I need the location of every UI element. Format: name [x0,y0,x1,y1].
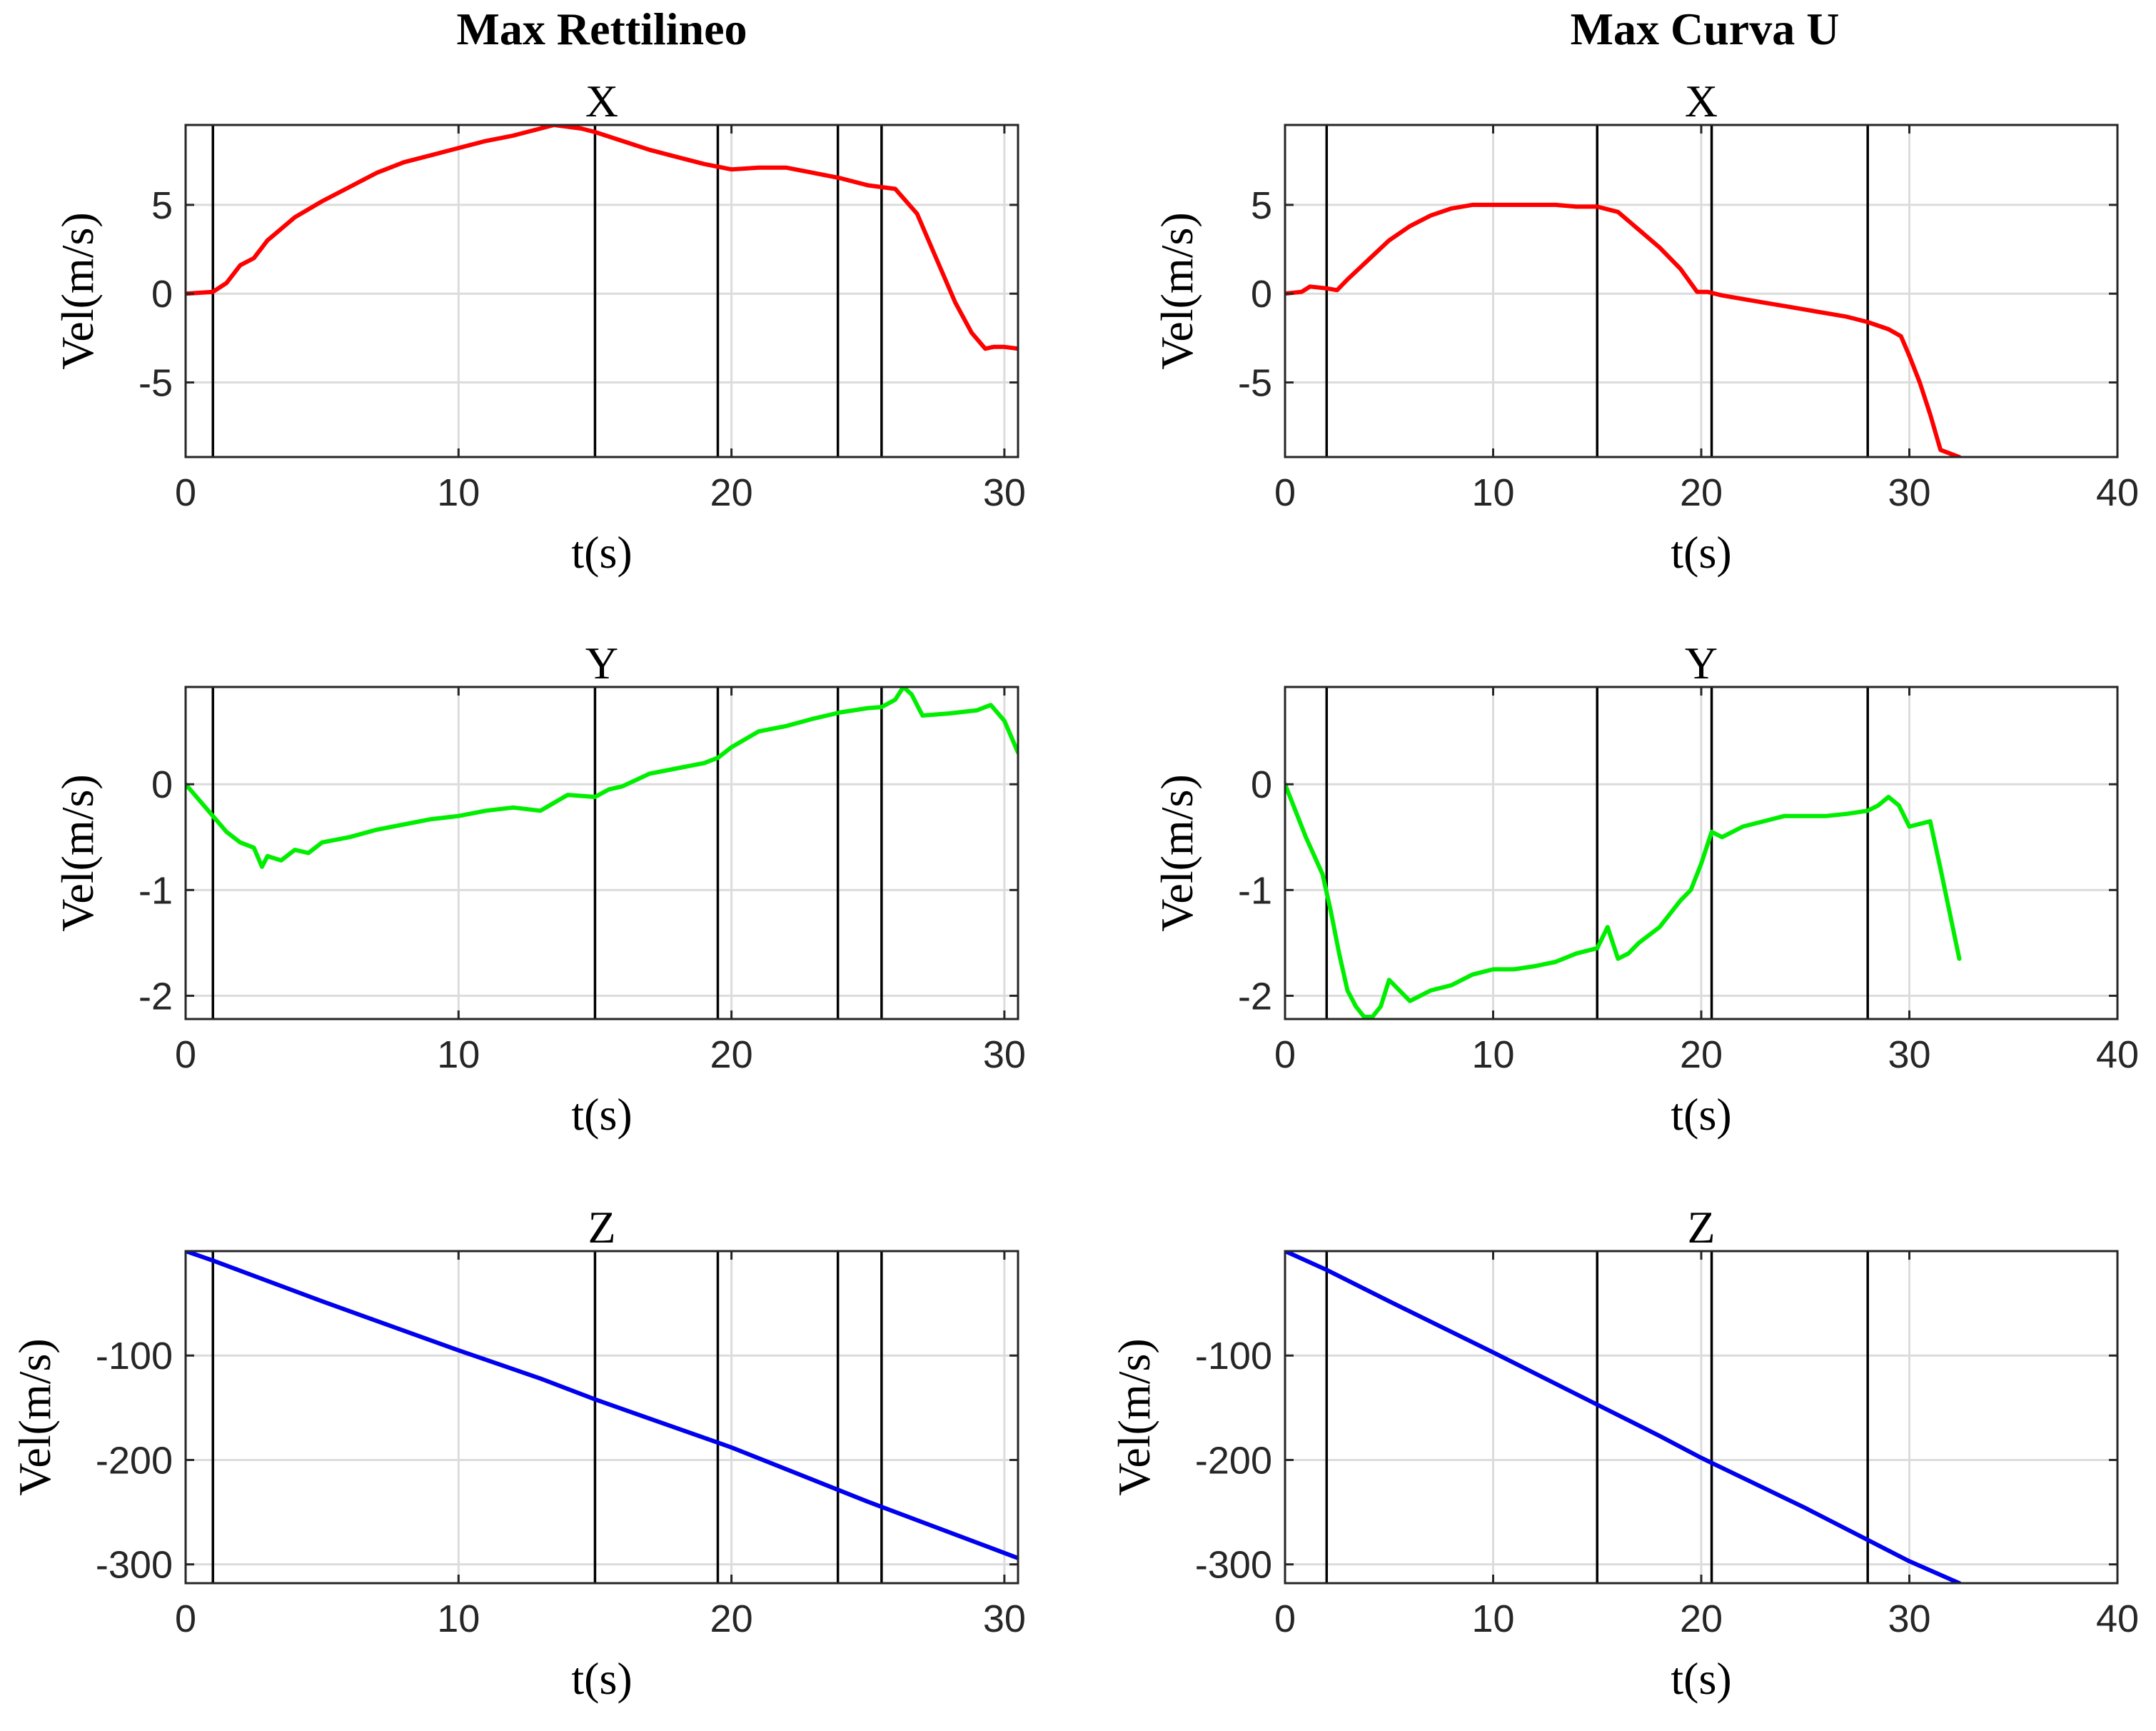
x-tick-label: 0 [1274,1033,1296,1076]
x-tick-label: 10 [1471,1033,1514,1076]
x-tick-label: 30 [1888,1033,1930,1076]
subplot-1-2: 0 10 20 30 40 -5 0 5 Xt(s) Vel(m/s) [1152,76,2139,578]
y-tick-label: -5 [138,362,173,405]
x-tick-label: 20 [1680,1597,1723,1640]
subplot-title: X [585,76,618,126]
y-tick-label: 0 [1251,763,1272,806]
y-tick-label: 0 [151,763,173,806]
x-axis-label: t(s) [1671,527,1731,578]
x-axis-label: t(s) [571,527,632,578]
x-tick-label: 0 [1274,471,1296,514]
column-title-right: Max Curva U [1571,4,1840,54]
x-axis-label: t(s) [1671,1089,1731,1140]
y-axis-label: Vel(m/s) [9,1338,60,1495]
y-tick-label: 5 [151,184,173,227]
y-tick-label: -100 [96,1335,173,1378]
subplot-title: X [1685,76,1718,126]
y-axis-label: Vel(m/s) [52,212,103,369]
y-tick-label: -1 [138,869,173,912]
x-tick-label: 30 [983,471,1026,514]
y-tick-label: -5 [1238,362,1272,405]
x-tick-label: 10 [437,471,480,514]
series-line [186,1251,1018,1560]
x-tick-label: 30 [983,1033,1026,1076]
x-tick-label: 0 [175,1033,196,1076]
y-tick-label: -300 [1195,1544,1272,1587]
x-tick-label: 20 [1680,471,1723,514]
column-title-left: Max Rettilineo [457,4,747,54]
x-tick-label: 30 [1888,1597,1930,1640]
x-tick-label: 20 [1680,1033,1723,1076]
subplot-title: Z [588,1202,615,1253]
subplot-grid: 0 10 20 30 -5 0 5 Xt(s) Vel(m/s) 0 10 20 30 40 -5 0 5 Xt(… [9,76,2139,1704]
y-tick-label: -2 [138,975,173,1018]
x-tick-label: 20 [710,1597,753,1640]
subplot-title: Y [585,638,618,688]
x-axis-label: t(s) [571,1089,632,1140]
y-tick-label: 5 [1251,184,1272,227]
y-tick-label: -200 [1195,1439,1272,1482]
y-tick-label: 0 [1251,273,1272,316]
series-line [1285,782,1962,1019]
series-line [1285,1251,1962,1583]
y-tick-label: -200 [96,1439,173,1482]
x-axis-label: t(s) [571,1653,632,1704]
y-axis-label: Vel(m/s) [1109,1338,1159,1495]
x-tick-label: 30 [1888,471,1930,514]
y-tick-label: 0 [151,273,173,316]
series-line [186,687,1018,869]
subplot-title: Y [1685,638,1718,688]
y-axis-label: Vel(m/s) [1152,774,1202,931]
series-line [1285,202,1962,457]
axes-frame [184,1250,1019,1585]
subplot-2-2: 0 10 20 30 40 -2 -1 0 Yt(s) Vel(m/s) [1152,638,2139,1140]
x-tick-label: 40 [2096,471,2139,514]
x-tick-label: 20 [710,1033,753,1076]
y-tick-label: -2 [1238,975,1272,1018]
subplot-1-1: 0 10 20 30 -5 0 5 Xt(s) Vel(m/s) [52,76,1026,578]
x-tick-label: 0 [1274,1597,1296,1640]
y-axis-label: Vel(m/s) [52,774,103,931]
series-line [186,125,1018,351]
subplot-2-1: 0 10 20 30 -2 -1 0 Yt(s) Vel(m/s) [52,638,1026,1140]
x-tick-label: 40 [2096,1597,2139,1640]
x-tick-label: 0 [175,471,196,514]
axes-frame [184,686,1019,1020]
x-axis-label: t(s) [1671,1653,1731,1704]
x-tick-label: 30 [983,1597,1026,1640]
axes-frame [184,124,1019,458]
x-tick-label: 10 [437,1033,480,1076]
subplot-3-2: 0 10 20 30 40 -300 -200 -100 Zt(s) Vel(m/s) [1109,1202,2139,1704]
x-tick-label: 0 [175,1597,196,1640]
subplot-3-1: 0 10 20 30 -300 -200 -100 Zt(s) Vel(m/s) [9,1202,1026,1704]
x-tick-label: 10 [1471,471,1514,514]
x-tick-label: 40 [2096,1033,2139,1076]
y-tick-label: -100 [1195,1335,1272,1378]
y-tick-label: -1 [1238,869,1272,912]
x-tick-label: 10 [1471,1597,1514,1640]
y-axis-label: Vel(m/s) [1152,212,1202,369]
x-tick-label: 10 [437,1597,480,1640]
x-tick-label: 20 [710,471,753,514]
y-tick-label: -300 [96,1544,173,1587]
subplot-title: Z [1687,1202,1715,1253]
